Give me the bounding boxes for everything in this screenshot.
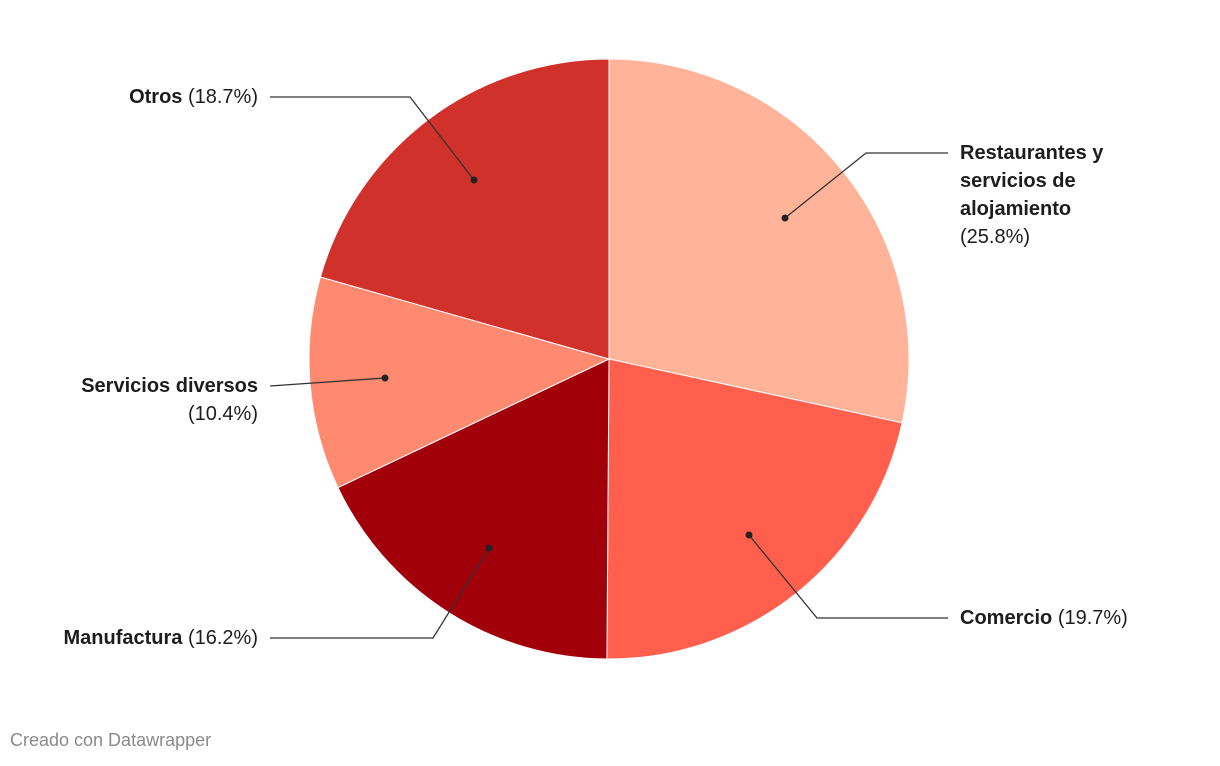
slice-label: Manufactura (16.2%) <box>8 624 259 652</box>
pie-slice <box>308 276 611 489</box>
leader-dot <box>485 544 493 552</box>
leader-line <box>270 96 475 181</box>
pie-slice <box>337 358 610 660</box>
leader-line <box>270 547 490 639</box>
value-label: (25.8%) <box>960 226 1031 248</box>
leader-line <box>269 377 386 387</box>
leader-dot <box>381 374 389 382</box>
category-name: Restaurantes y servicios de alojamiento <box>960 142 1104 220</box>
slice-label: Otros (18.7%) <box>8 83 258 111</box>
pie-slice <box>608 58 910 424</box>
category-name: Manufactura <box>63 627 183 649</box>
value-label: (18.7%) <box>187 86 258 108</box>
leader-line <box>784 152 948 219</box>
leader-dot <box>781 214 789 222</box>
value-label: (19.7%) <box>1057 607 1128 629</box>
category-name: Comercio <box>960 607 1053 629</box>
category-name: Otros <box>129 86 183 108</box>
value-label: (16.2%) <box>187 627 258 649</box>
value-label: (10.4%) <box>187 403 258 425</box>
leader-dot <box>470 176 478 184</box>
leader-dot <box>745 531 753 539</box>
slice-label: Comercio (19.7%) <box>960 604 1210 632</box>
slice-label: Servicios diversos (10.4%) <box>58 372 258 428</box>
footer: Creado con Datawrapper <box>10 730 212 750</box>
category-name: Servicios diversos <box>81 375 258 397</box>
slice-label: Restaurantes y servicios de alojamiento … <box>960 139 1130 251</box>
leader-line <box>748 534 948 619</box>
